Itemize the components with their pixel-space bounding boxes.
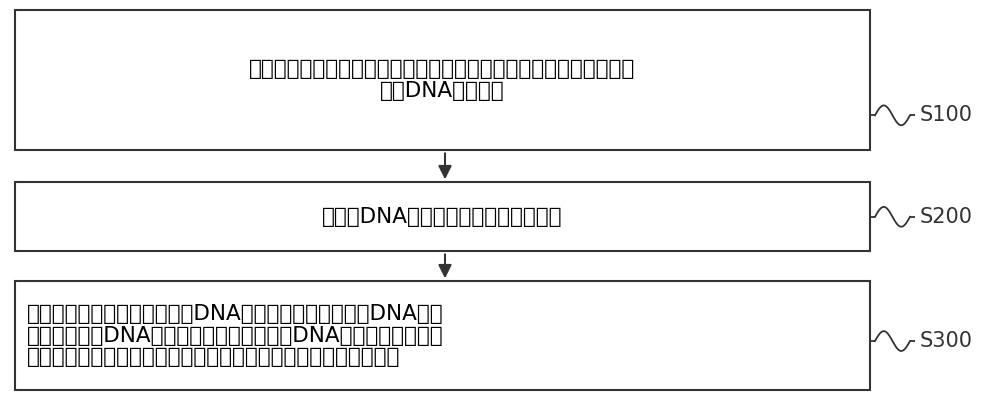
Text: 得到读长，根据所述读长与所述加密密钥解密得到所述二进制信息: 得到读长，根据所述读长与所述加密密钥解密得到所述二进制信息 (27, 347, 400, 367)
Text: 获取待加密文件，根据加密密钥加密所述待加密文件的二进制信息，: 获取待加密文件，根据加密密钥加密所述待加密文件的二进制信息， (249, 59, 636, 79)
Text: 将若干混淆操作处理后的所述DNA存储序列进行合成得到DNA分子: 将若干混淆操作处理后的所述DNA存储序列进行合成得到DNA分子 (27, 304, 444, 324)
Bar (15, 10, 870, 150)
Text: S200: S200 (920, 207, 973, 227)
Bar (15, 182, 870, 251)
Text: S300: S300 (920, 331, 973, 351)
Text: 得到DNA存储序列: 得到DNA存储序列 (380, 81, 505, 101)
Bar (15, 281, 870, 390)
Text: 将所述DNA存储序列进行混淆操作处理: 将所述DNA存储序列进行混淆操作处理 (322, 207, 563, 227)
Text: S100: S100 (920, 105, 973, 126)
Text: 序列，将所述DNA分子序列进行存储，所述DNA分子序列通过测序: 序列，将所述DNA分子序列进行存储，所述DNA分子序列通过测序 (27, 326, 444, 346)
